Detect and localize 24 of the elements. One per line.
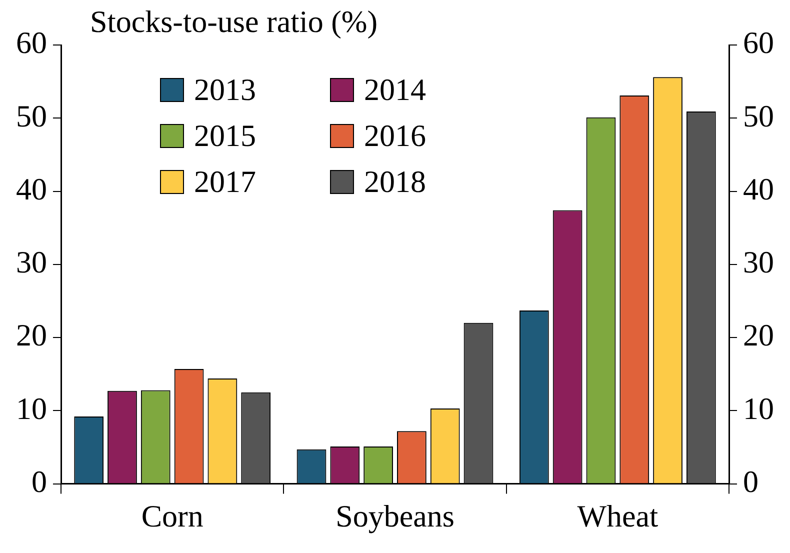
- chart-title: Stocks-to-use ratio (%): [90, 4, 378, 40]
- legend-label: 2014: [364, 72, 426, 108]
- legend-label: 2018: [364, 164, 426, 200]
- y2-tick-label: 40: [743, 171, 774, 206]
- y-tick-label: 30: [16, 244, 47, 280]
- legend-label: 2017: [194, 164, 256, 200]
- y2-tick-label: 30: [743, 244, 774, 280]
- x-tick-label: Wheat: [577, 498, 658, 534]
- y-tick-label: 60: [16, 25, 47, 60]
- legend-label: 2015: [194, 118, 256, 154]
- y2-tick-label: 60: [743, 25, 774, 60]
- x-tick-label: Corn: [141, 498, 204, 534]
- y-tick-label: 50: [16, 98, 47, 134]
- y2-tick-label: 50: [743, 98, 774, 134]
- y2-tick-label: 20: [743, 318, 774, 353]
- x-tick-label: Soybeans: [336, 498, 454, 534]
- y-tick-label: 20: [16, 318, 47, 353]
- y2-tick-label: 10: [743, 390, 774, 426]
- legend-label: 2016: [364, 118, 426, 154]
- y-tick-label: 40: [16, 171, 47, 206]
- y-tick-label: 0: [32, 464, 47, 499]
- y2-tick-label: 0: [743, 464, 758, 499]
- legend-label: 2013: [194, 72, 256, 108]
- y-tick-label: 10: [16, 390, 47, 426]
